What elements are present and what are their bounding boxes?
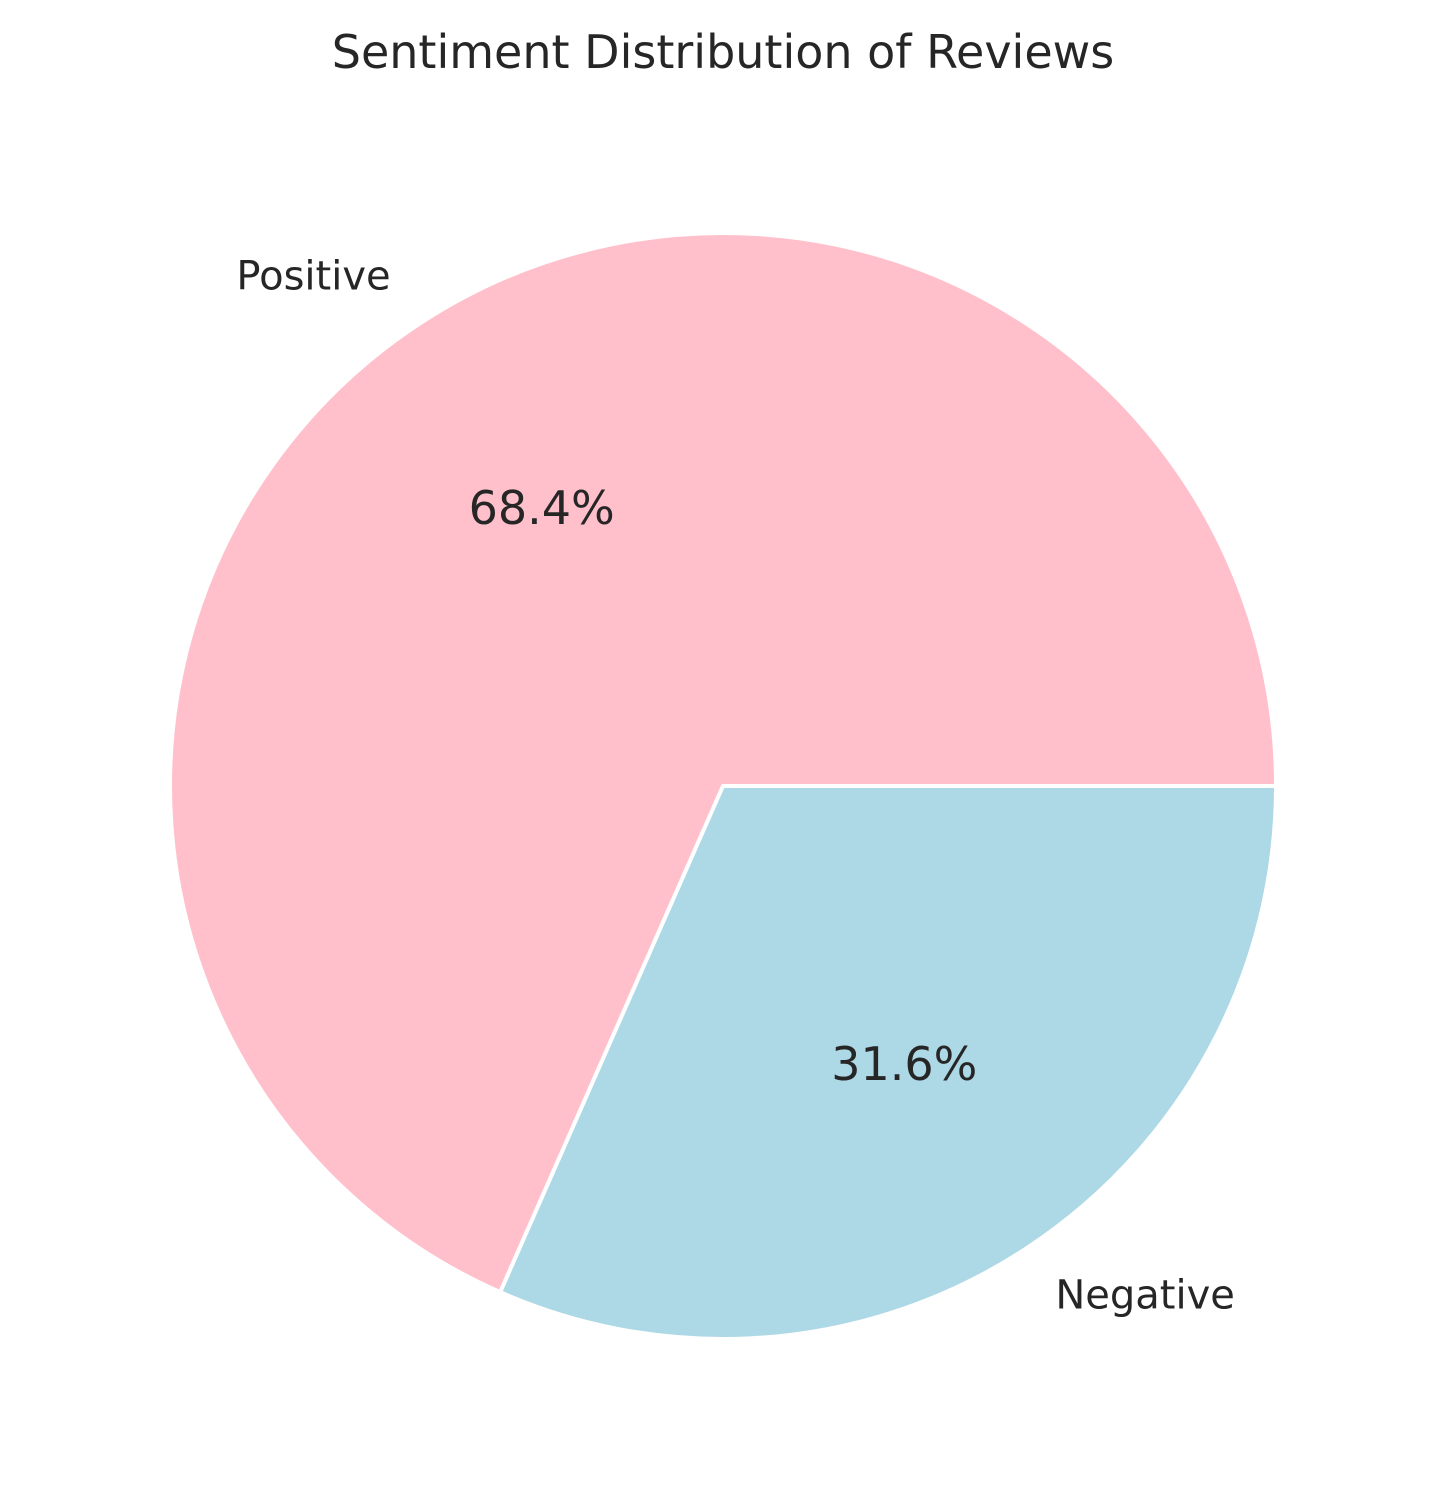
pie-value-label-negative: 31.6% [831, 1037, 977, 1091]
pie-label-positive: Positive [236, 254, 390, 300]
pie-labels: Positive 68.4% Negative 31.6% [236, 254, 1234, 1319]
pie-wedges [168, 231, 1278, 1341]
pie-value-label-positive: 68.4% [469, 481, 615, 535]
pie-slice-negative [498, 784, 1278, 1341]
pie-slice-positive [168, 231, 1278, 1295]
chart-title: Sentiment Distribution of Reviews [331, 25, 1115, 79]
pie-label-negative: Negative [1055, 1272, 1235, 1318]
